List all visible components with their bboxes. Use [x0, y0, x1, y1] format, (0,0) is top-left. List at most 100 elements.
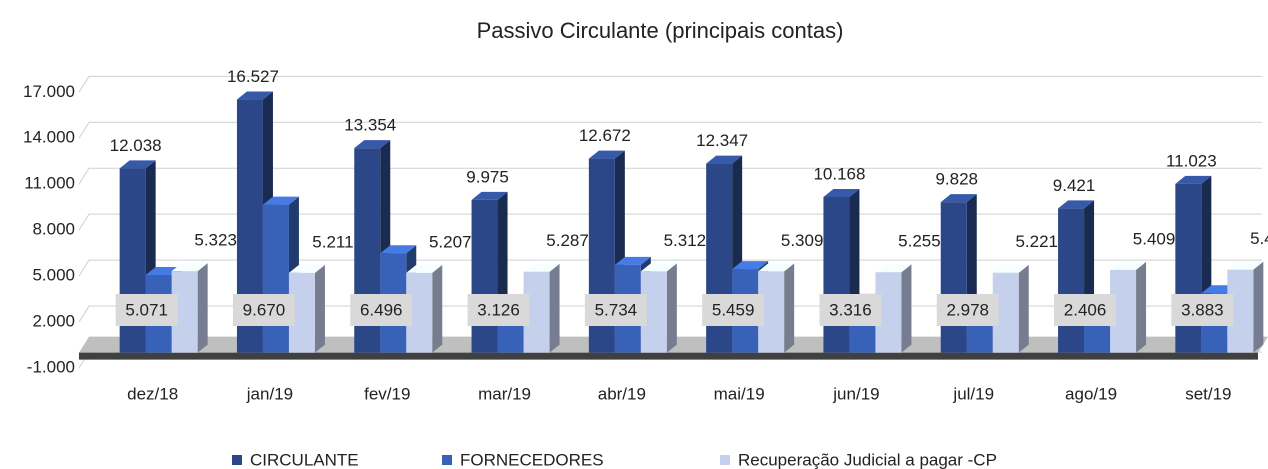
bar-face [640, 263, 677, 272]
bar-face [940, 202, 967, 353]
y-tick-label: 11.000 [24, 174, 75, 193]
bar-face [406, 264, 443, 273]
value-label: 9.421 [1053, 176, 1096, 195]
bar-face [1058, 208, 1085, 353]
value-label: 5.312 [664, 231, 707, 250]
value-label: 3.316 [829, 300, 872, 319]
bar-face [171, 263, 208, 272]
bar-face [119, 160, 156, 169]
value-label: 5.071 [125, 300, 168, 319]
bar [875, 264, 912, 353]
y-tick-label: 14.000 [23, 128, 75, 147]
bar-face [823, 196, 850, 353]
value-label-box [1171, 294, 1234, 326]
value-label: 10.168 [813, 164, 865, 183]
x-tick-label: dez/18 [127, 384, 178, 403]
bar-face [1018, 264, 1029, 353]
legend-label: FORNECEDORES [460, 450, 604, 469]
value-label: 2.406 [1064, 300, 1107, 319]
bar-face [1227, 261, 1264, 270]
value-label: 6.496 [360, 300, 403, 319]
bar-face [992, 264, 1029, 273]
value-label-box [584, 294, 647, 326]
chart-title: Passivo Circulante (principais contas) [477, 18, 844, 43]
bar-face [1110, 261, 1147, 270]
bar-face [523, 263, 560, 272]
bar [523, 263, 560, 353]
value-label: 9.828 [935, 170, 978, 189]
bar [471, 191, 508, 353]
value-label: 3.883 [1181, 300, 1224, 319]
value-label-box [350, 294, 413, 326]
value-label: 5.459 [712, 300, 755, 319]
bar-face [875, 264, 912, 273]
bar-face [262, 204, 289, 353]
value-label: 5.323 [194, 231, 237, 250]
y-tick-label: 2.000 [32, 312, 75, 331]
bar-face [784, 263, 795, 353]
bar [758, 263, 795, 353]
bar-face [1175, 183, 1202, 353]
bar [992, 264, 1029, 353]
bar-face [471, 191, 508, 200]
grid-line [78, 167, 1262, 185]
x-tick-label: abr/19 [598, 384, 646, 403]
value-label: 5.409 [1133, 229, 1176, 248]
bar-face [666, 263, 677, 353]
x-tick-label: jul/19 [952, 384, 994, 403]
bar-face [354, 140, 391, 149]
value-label-box [819, 294, 882, 326]
y-tick-label: 5.000 [32, 266, 75, 285]
bar-face [732, 261, 769, 270]
value-label: 16.527 [227, 67, 279, 86]
value-label: 5.255 [898, 232, 941, 251]
bar-face [1058, 200, 1095, 209]
value-label-box [115, 294, 178, 326]
value-label-box [467, 294, 530, 326]
grid-line [78, 259, 1262, 277]
bar-face [940, 194, 977, 203]
x-tick-label: jan/19 [246, 384, 293, 403]
bar-face [758, 263, 795, 272]
value-label-box [1054, 294, 1117, 326]
bar-face [1136, 261, 1147, 353]
y-tick-label: 17.000 [23, 82, 75, 101]
grid-line [78, 213, 1262, 231]
value-label: 5.221 [1015, 232, 1058, 251]
bar-face [1253, 261, 1264, 353]
value-label: 5.211 [312, 232, 353, 251]
value-label: 5.423 [1250, 229, 1268, 248]
x-tick-label: mar/19 [478, 384, 531, 403]
bar-face [197, 263, 208, 353]
legend-swatch [720, 455, 730, 465]
bar [171, 263, 208, 353]
bar-face [901, 264, 912, 353]
x-tick-label: ago/19 [1065, 384, 1117, 403]
legend-label: CIRCULANTE [250, 450, 359, 469]
x-tick-label: fev/19 [364, 384, 410, 403]
x-tick-label: jun/19 [832, 384, 879, 403]
value-label-box [936, 294, 999, 326]
value-label: 9.975 [466, 167, 509, 186]
x-tick-label: mai/19 [714, 384, 765, 403]
value-label: 12.038 [110, 136, 162, 155]
bar-face [262, 196, 299, 205]
bar [1110, 261, 1147, 353]
value-label-box [702, 294, 765, 326]
bar-face [706, 155, 743, 164]
value-label: 5.207 [429, 232, 472, 251]
bar-face [1175, 175, 1212, 184]
value-label: 2.978 [946, 300, 989, 319]
floor-edge [79, 352, 1258, 360]
value-label: 11.023 [1166, 151, 1217, 170]
bar-face [380, 245, 417, 254]
bar-face [588, 150, 625, 159]
value-label: 3.126 [477, 300, 520, 319]
value-label-box [232, 294, 295, 326]
bar-face [614, 256, 651, 265]
value-label: 12.672 [579, 126, 631, 145]
bar [288, 264, 325, 353]
bar-face [471, 199, 498, 353]
value-label: 12.347 [696, 131, 748, 150]
